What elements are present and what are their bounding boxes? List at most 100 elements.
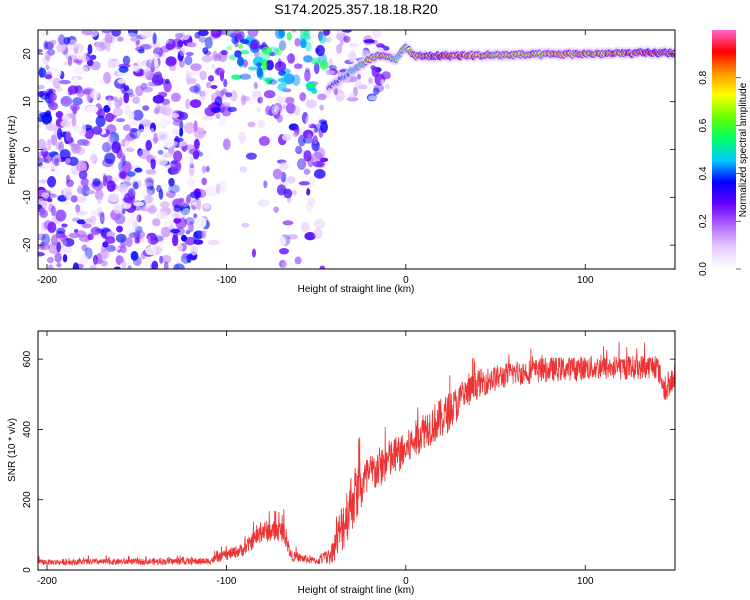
heatmap-cell [98,211,105,218]
heatmap-cell [199,70,207,81]
heatmap-cell [120,152,126,164]
heatmap-cell [122,55,131,66]
heatmap-cell [179,47,186,57]
heatmap-cell [106,124,117,135]
heatmap-cell [259,96,265,106]
heatmap-cell [54,252,62,263]
heatmap-cell [173,263,185,269]
heatmap-cell [180,234,188,242]
heatmap-cell [204,36,213,49]
heatmap-cell [303,55,313,63]
heatmap-cell [189,99,202,108]
heatmap-cell [139,237,144,243]
heatmap-cell [104,33,113,44]
heatmap-cell [63,61,70,66]
heatmap-cell [47,264,54,269]
heatmap-cell [101,30,112,34]
heatmap-cell [325,36,332,43]
heatmap-cell [76,89,85,98]
heatmap-cell [257,119,265,129]
heatmap-cell [68,156,79,167]
heatmap-cell [145,169,157,175]
heatmap-cell [58,79,71,85]
heatmap-cell [285,55,292,61]
heatmap-cell [56,227,66,235]
heatmap-cell [61,97,71,104]
heatmap-cell [133,201,145,207]
heatmap-cell [313,169,326,179]
heatmap-cell [109,132,120,144]
heatmap-cell [78,55,90,63]
heatmap-cell [47,197,53,203]
heatmap-cell [125,216,135,228]
heatmap-cell [144,204,151,210]
heatmap-cell [41,192,50,199]
heatmap-cell [156,103,161,115]
heatmap-cell [292,189,298,196]
heatmap-cell [214,96,223,107]
heatmap-cell [287,53,295,64]
heatmap-cell [128,110,135,120]
heatmap-cell [281,134,292,141]
heatmap-cell [157,131,168,141]
heatmap-cell [52,167,60,177]
spectrogram-x-label: Height of straight line (km) [298,284,415,295]
heatmap-cell [42,56,51,65]
heatmap-cell [164,185,171,194]
heatmap-cell [355,79,362,90]
heatmap-cell [100,248,108,260]
heatmap-cell [201,177,207,186]
heatmap-cell [170,228,181,234]
snr-y-label: SNR (10 * v/v) [7,418,18,482]
heatmap-cell [72,97,83,106]
heatmap-cell [305,99,318,109]
heatmap-cell [55,111,64,119]
heatmap-cell [157,149,164,155]
heatmap-cell [140,251,147,260]
heatmap-cell [363,39,375,44]
heatmap-cell [248,95,256,106]
heatmap-cell [76,219,87,225]
heatmap-cell [106,141,112,154]
heatmap-cell [97,198,102,205]
heatmap-cell [62,186,73,197]
heatmap-cell [241,222,250,228]
heatmap-cell [145,139,153,151]
heatmap-cell [181,201,190,207]
heatmap-cell [170,213,180,218]
heatmap-cell [319,104,325,111]
heatmap-cell [226,45,233,51]
heatmap-cell [177,40,184,48]
heatmap-cell [60,119,71,128]
heatmap-cell [140,205,151,212]
heatmap-cell [130,37,139,42]
heatmap-cell [275,96,286,104]
heatmap-cell [46,256,54,264]
heatmap-cell [51,114,57,124]
heatmap-cell [44,50,51,61]
heatmap-cell [132,96,141,105]
heatmap-cell [109,246,121,251]
heatmap-cell [307,176,316,187]
heatmap-cell [299,92,307,102]
x-tick-label: 100 [577,275,594,286]
heatmap-cell [86,92,91,102]
heatmap-cell [201,165,207,174]
heatmap-cell [300,221,310,233]
heatmap-cell [75,195,87,204]
heatmap-cell [293,105,301,116]
heatmap-cell [134,167,143,173]
heatmap-cell [227,106,237,112]
heatmap-cell [153,245,164,254]
heatmap-cell [193,120,198,133]
heatmap-cell [188,221,194,233]
heatmap-cell [323,30,331,36]
heatmap-cell [305,82,317,88]
heatmap-cell [201,115,213,121]
heatmap-cell [38,179,50,184]
heatmap-cell [64,191,72,201]
y-tick-label: 0 [22,567,33,573]
heatmap-cell [299,33,311,42]
heatmap-cell [144,194,153,204]
heatmap-cell [87,43,93,55]
